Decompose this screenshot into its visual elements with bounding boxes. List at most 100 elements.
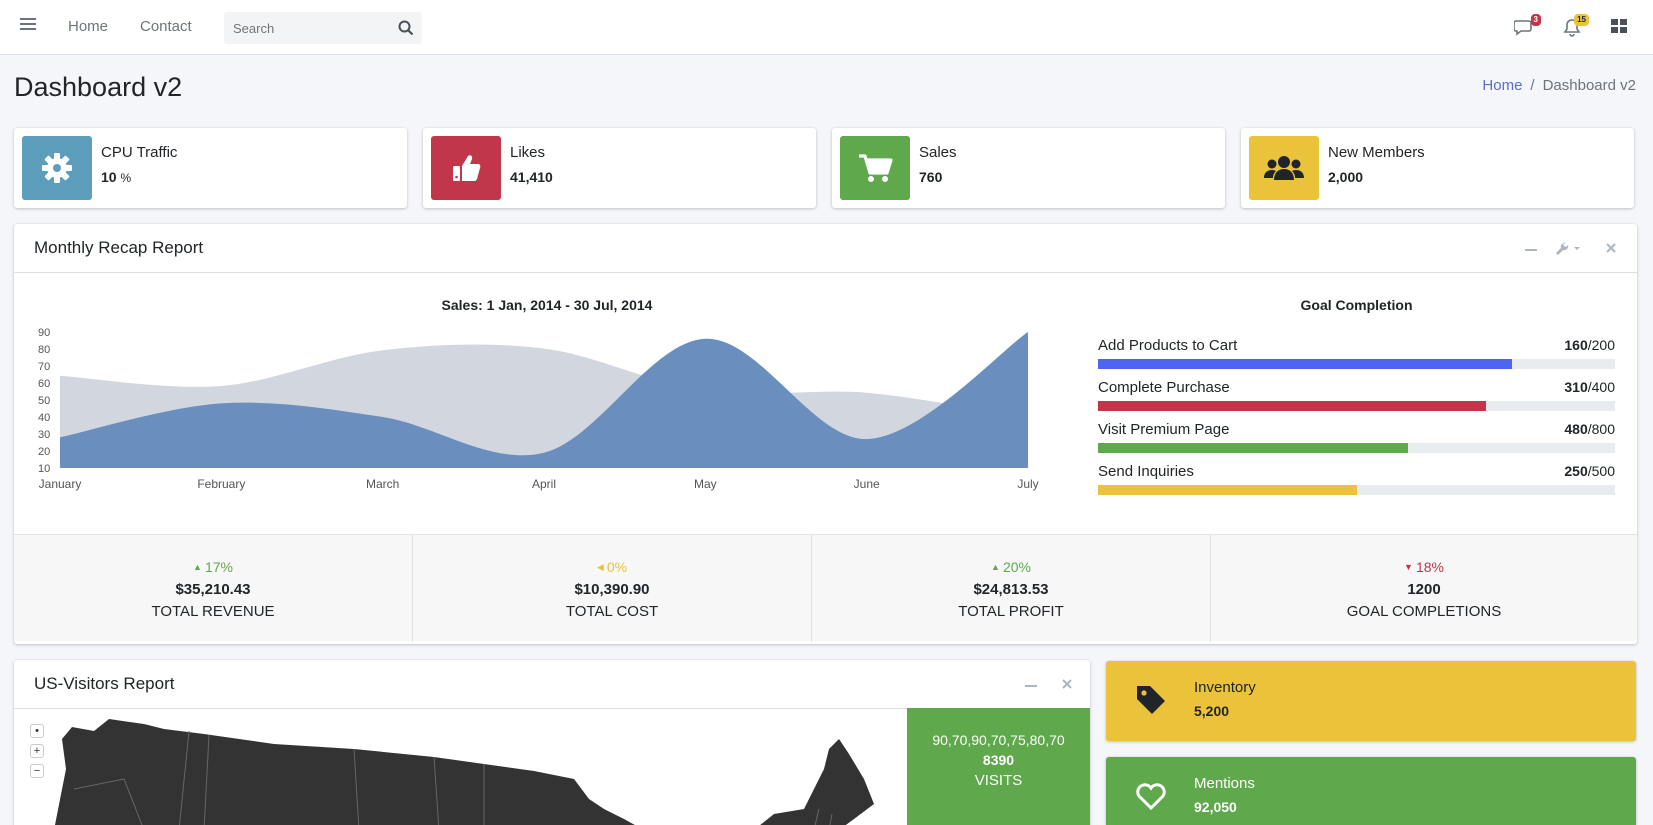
nav-link-contact[interactable]: Contact bbox=[140, 18, 192, 35]
top-navbar: Home Contact 3 15 bbox=[0, 0, 1653, 55]
summary-amount: $24,813.53 bbox=[973, 581, 1049, 598]
notifications-icon[interactable]: 15 bbox=[1562, 14, 1589, 37]
summary-label: TOTAL COST bbox=[565, 603, 659, 620]
x-tick-label: February bbox=[197, 477, 245, 491]
info-box-value: 10 % bbox=[101, 169, 132, 185]
summary-amount: 1200 bbox=[1407, 581, 1441, 598]
info-box-label: Likes bbox=[510, 144, 546, 161]
summary-amount: $10,390.90 bbox=[574, 581, 650, 598]
card-header: US-Visitors Report bbox=[14, 660, 1090, 709]
close-button[interactable] bbox=[1604, 240, 1618, 259]
summary-label: TOTAL REVENUE bbox=[151, 603, 275, 620]
trend-up-icon: ▲ bbox=[991, 562, 1000, 572]
y-tick-label: 30 bbox=[38, 429, 50, 441]
card-header: Monthly Recap Report bbox=[14, 224, 1637, 273]
y-tick-label: 80 bbox=[38, 344, 50, 356]
y-tick-label: 40 bbox=[38, 412, 50, 424]
progress-bar bbox=[1098, 443, 1409, 453]
summary-total-profit: ▲ 20% $24,813.53 TOTAL PROFIT bbox=[812, 535, 1211, 642]
messages-badge: 3 bbox=[1530, 14, 1541, 26]
mentions-label: Mentions bbox=[1194, 775, 1255, 792]
goal-label: Complete Purchase bbox=[1098, 379, 1230, 396]
goal-value: 310/400 bbox=[1564, 379, 1615, 395]
map-zoom-out-button[interactable]: − bbox=[30, 764, 44, 778]
apps-grid-icon[interactable] bbox=[1610, 17, 1630, 37]
info-box-label: CPU Traffic bbox=[101, 144, 178, 161]
progress-track bbox=[1098, 401, 1615, 411]
goal-value: 250/500 bbox=[1564, 463, 1615, 479]
goal-add-products: Add Products to Cart 160/200 bbox=[1098, 337, 1615, 369]
x-tick-label: May bbox=[694, 477, 717, 491]
tag-icon bbox=[1134, 683, 1168, 722]
goal-visit-premium: Visit Premium Page 480/800 bbox=[1098, 421, 1615, 453]
y-tick-label: 60 bbox=[38, 378, 50, 390]
monthly-recap-card: Monthly Recap Report Sales: 1 Jan, 2014 … bbox=[14, 224, 1637, 644]
inventory-box: Inventory 5,200 bbox=[1106, 661, 1636, 741]
info-box-value: 41,410 bbox=[510, 169, 553, 185]
close-button[interactable] bbox=[1060, 676, 1074, 695]
card-title: US-Visitors Report bbox=[34, 674, 175, 693]
goal-completion-title: Goal Completion bbox=[1300, 297, 1413, 313]
summary-label: GOAL COMPLETIONS bbox=[1346, 603, 1502, 620]
map-zoom-in-button[interactable]: + bbox=[30, 744, 44, 758]
summary-total-revenue: ▲ 17% $35,210.43 TOTAL REVENUE bbox=[14, 535, 413, 642]
menu-toggle-icon[interactable] bbox=[20, 18, 36, 32]
thumbs-up-icon bbox=[431, 136, 501, 200]
cart-icon bbox=[840, 136, 910, 200]
search-input[interactable] bbox=[224, 12, 394, 44]
x-tick-label: March bbox=[366, 477, 399, 491]
y-tick-label: 10 bbox=[38, 463, 50, 475]
percentage-change: ▼ 18% bbox=[1211, 559, 1637, 575]
visits-summary: 90,70,90,70,75,80,70 8390 VISITS bbox=[907, 708, 1090, 825]
summary-amount: $35,210.43 bbox=[175, 581, 251, 598]
search-icon[interactable] bbox=[398, 20, 414, 41]
x-tick-label: June bbox=[854, 477, 880, 491]
percentage-value: 0% bbox=[606, 559, 628, 575]
info-box-label: New Members bbox=[1328, 144, 1425, 161]
percentage-value: 17% bbox=[204, 559, 233, 575]
info-box-likes: Likes 41,410 bbox=[423, 128, 816, 208]
notifications-badge: 15 bbox=[1574, 14, 1589, 26]
trend-left-icon: ◀ bbox=[596, 562, 604, 572]
nav-link-home[interactable]: Home bbox=[68, 18, 109, 35]
x-tick-label: April bbox=[532, 477, 556, 491]
series-area-1 bbox=[60, 332, 1028, 468]
percentage-value: 20% bbox=[1002, 559, 1031, 575]
collapse-button[interactable] bbox=[1524, 240, 1538, 259]
goal-label: Send Inquiries bbox=[1098, 463, 1194, 480]
visits-label: VISITS bbox=[974, 772, 1023, 789]
map-reset-button[interactable]: • bbox=[30, 724, 44, 738]
info-box-cpu-traffic: CPU Traffic 10 % bbox=[14, 128, 407, 208]
recap-summary-footer: ▲ 17% $35,210.43 TOTAL REVENUE ◀ 0% $10,39… bbox=[14, 534, 1637, 642]
progress-bar bbox=[1098, 401, 1486, 411]
progress-track bbox=[1098, 359, 1615, 369]
y-tick-label: 90 bbox=[38, 327, 50, 339]
sales-chart-title: Sales: 1 Jan, 2014 - 30 Jul, 2014 bbox=[441, 297, 653, 313]
wrench-dropdown-button[interactable] bbox=[1554, 240, 1584, 261]
messages-icon[interactable]: 3 bbox=[1513, 14, 1541, 37]
info-box-value: 760 bbox=[919, 169, 943, 185]
info-box-new-members: New Members 2,000 bbox=[1241, 128, 1634, 208]
visits-sparkline: 90,70,90,70,75,80,70 bbox=[932, 732, 1065, 748]
goal-value: 480/800 bbox=[1564, 421, 1615, 437]
breadcrumb-home[interactable]: Home bbox=[1482, 77, 1523, 94]
y-tick-label: 50 bbox=[38, 395, 50, 407]
info-box-sales: Sales 760 bbox=[832, 128, 1225, 208]
inventory-value: 5,200 bbox=[1194, 703, 1230, 719]
info-box-label: Sales bbox=[919, 144, 957, 161]
goal-send-inquiries: Send Inquiries 250/500 bbox=[1098, 463, 1615, 495]
heart-icon bbox=[1134, 781, 1168, 816]
info-box-value: 2,000 bbox=[1328, 169, 1364, 185]
card-title: Monthly Recap Report bbox=[34, 238, 204, 257]
percentage-change: ▲ 20% bbox=[812, 559, 1210, 575]
mentions-box: Mentions 92,050 bbox=[1106, 757, 1636, 825]
summary-goal-completions: ▼ 18% 1200 GOAL COMPLETIONS bbox=[1211, 535, 1637, 642]
percentage-change: ▲ 17% bbox=[14, 559, 412, 575]
us-map[interactable] bbox=[14, 709, 907, 825]
series-line-0 bbox=[59, 341, 1029, 419]
summary-total-cost: ◀ 0% $10,390.90 TOTAL COST bbox=[413, 535, 812, 642]
inventory-label: Inventory bbox=[1194, 679, 1256, 696]
progress-track bbox=[1098, 443, 1615, 453]
collapse-button[interactable] bbox=[1024, 676, 1038, 695]
y-tick-label: 20 bbox=[38, 446, 50, 458]
